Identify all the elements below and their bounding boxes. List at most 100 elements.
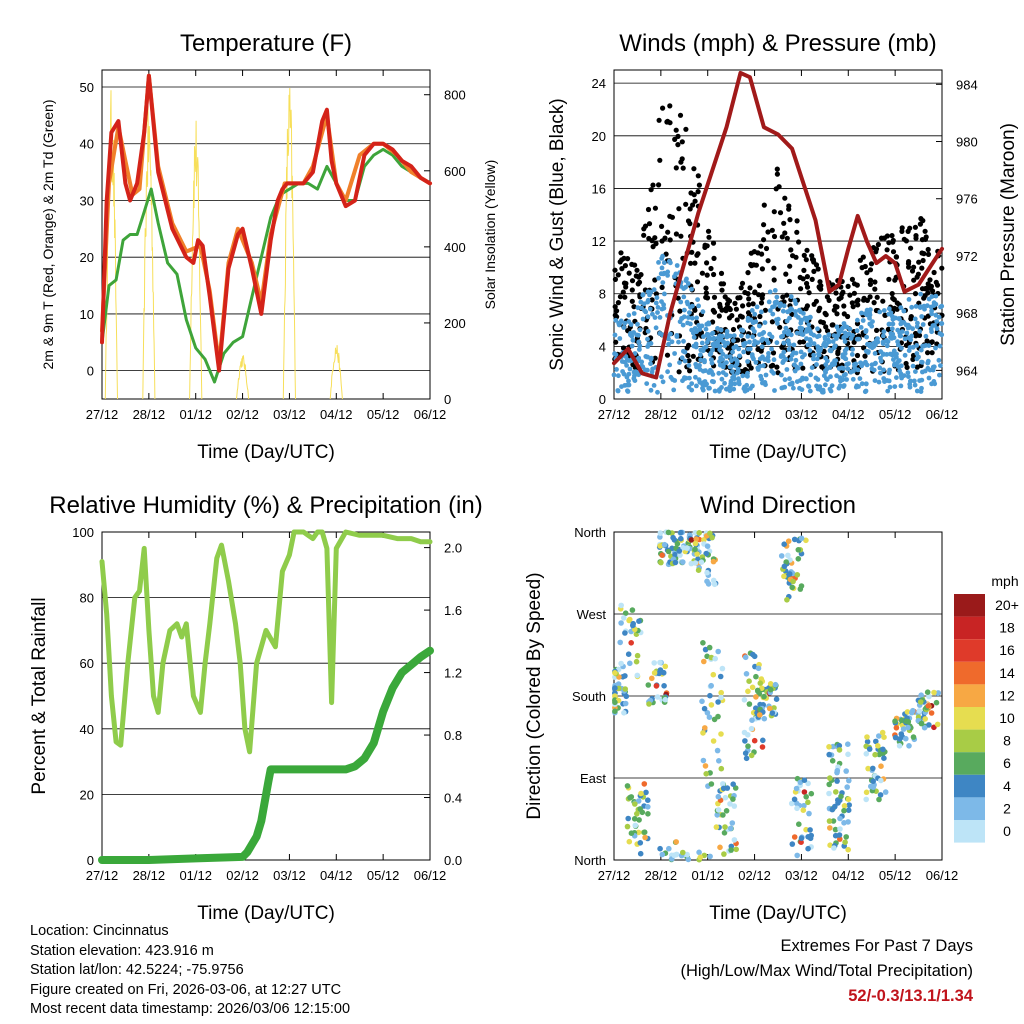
direction-point — [692, 540, 699, 547]
wind-point — [716, 388, 722, 394]
wind-point — [637, 347, 642, 352]
direction-point — [720, 785, 727, 792]
wind-point — [635, 305, 641, 311]
wind-point — [807, 329, 813, 334]
wind-point — [689, 286, 694, 292]
direction-point — [716, 758, 722, 764]
x-tick-label: 06/12 — [414, 407, 447, 422]
wind-point — [762, 320, 768, 325]
gust-point — [636, 274, 642, 280]
gust-point — [800, 339, 807, 345]
wind-point — [727, 354, 733, 359]
wind-point — [719, 376, 725, 382]
direction-point — [925, 703, 932, 709]
wind-point — [661, 271, 666, 277]
gust-point — [894, 306, 900, 312]
direction-point — [636, 817, 642, 823]
gust-point — [891, 297, 897, 303]
wind-point — [786, 328, 792, 334]
direction-point — [720, 812, 726, 818]
wind-point — [662, 291, 667, 297]
wind-point — [672, 351, 677, 356]
wind-point — [680, 322, 686, 328]
wind-point — [700, 309, 706, 315]
wind-point — [787, 376, 792, 382]
direction-point — [783, 559, 789, 565]
wind-point — [657, 315, 663, 320]
wind-point — [731, 386, 737, 392]
wind-point — [741, 341, 746, 347]
wind-point — [702, 358, 707, 363]
wind-point — [920, 322, 926, 327]
wind-point — [759, 344, 765, 350]
wind-point — [730, 349, 735, 355]
gust-point — [841, 303, 847, 309]
gust-point — [641, 226, 647, 232]
wind-point — [793, 309, 798, 314]
direction-point — [711, 581, 718, 588]
direction-point — [753, 673, 759, 680]
direction-point — [746, 701, 753, 707]
direction-point — [618, 602, 624, 609]
direction-point — [769, 710, 776, 716]
direction-point — [880, 746, 886, 753]
y-axis-label: 2m & 9m T (Red, Orange) & 2m Td (Green) — [40, 100, 56, 370]
wind-point — [919, 377, 925, 383]
wind-point — [872, 378, 878, 383]
wind-point — [881, 333, 886, 339]
direction-point — [836, 742, 843, 749]
wind-point — [786, 347, 792, 352]
direction-point — [698, 559, 705, 565]
gust-point — [756, 283, 763, 289]
direction-point — [878, 777, 884, 784]
wind-point — [688, 321, 693, 327]
wind-point — [681, 314, 687, 320]
wind-point — [798, 349, 804, 355]
wind-point — [709, 369, 714, 374]
gust-point — [622, 294, 628, 300]
direction-point — [845, 807, 852, 813]
direction-point — [743, 755, 750, 762]
wind-point — [799, 331, 804, 337]
direction-point — [761, 715, 768, 722]
gust-point — [809, 276, 815, 282]
direction-point — [801, 802, 807, 809]
y2-axis-label: Station Pressure (Maroon) — [998, 123, 1019, 346]
direction-point — [795, 547, 802, 553]
direction-point — [680, 849, 686, 856]
x-tick-label: 06/12 — [926, 407, 959, 422]
gust-point — [646, 235, 652, 242]
gust-point — [677, 308, 683, 314]
gust-point — [832, 303, 838, 309]
gust-point — [667, 213, 673, 219]
direction-point — [701, 658, 707, 665]
gust-point — [678, 233, 684, 239]
direction-point — [629, 607, 636, 613]
wind-point — [720, 370, 726, 375]
direction-point — [798, 835, 805, 841]
extremes-legend: (High/Low/Max Wind/Total Precipitation) — [680, 962, 973, 980]
wind-point — [686, 315, 691, 320]
gust-point — [851, 290, 858, 296]
direction-point — [721, 830, 728, 836]
direction-point — [704, 710, 711, 716]
direction-point — [645, 682, 652, 688]
wind-point — [844, 333, 849, 339]
gust-point — [919, 265, 925, 271]
gust-point — [761, 222, 767, 228]
direction-point — [622, 686, 628, 692]
direction-point — [678, 535, 684, 542]
wind-point — [724, 334, 730, 340]
direction-point — [826, 744, 832, 750]
gust-point — [690, 353, 696, 359]
wind-point — [788, 294, 794, 300]
gust-point — [692, 260, 698, 266]
direction-point — [641, 829, 648, 835]
x-tick-label: 01/12 — [179, 868, 212, 883]
solar-insolation-line — [142, 105, 156, 400]
gust-point — [801, 252, 807, 258]
direction-point — [657, 530, 664, 536]
wind-point — [719, 385, 724, 390]
gust-point — [857, 257, 864, 263]
gust-point — [889, 291, 895, 297]
